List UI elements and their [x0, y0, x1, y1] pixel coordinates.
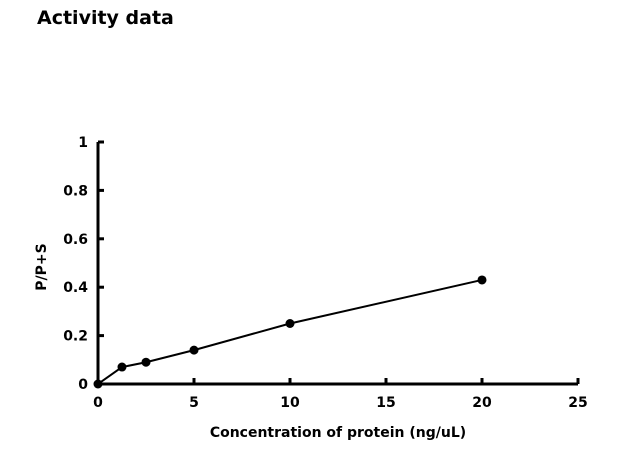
- y-axis-tick-label: 0: [78, 377, 88, 393]
- x-axis-title: Concentration of protein (ng/uL): [210, 425, 466, 441]
- x-axis-tick-label: 25: [568, 395, 587, 411]
- x-axis-tick-label: 20: [472, 395, 492, 411]
- x-axis-tick-label: 10: [280, 395, 300, 411]
- data-point: [141, 357, 151, 367]
- y-axis-tick-label: 0.6: [63, 232, 88, 248]
- y-axis-tick-label: 0.8: [63, 183, 88, 199]
- axis-lines: [96, 142, 578, 386]
- x-axis-tick-label: 15: [376, 395, 395, 411]
- y-axis-tick-label: 0.4: [63, 280, 88, 296]
- data-point: [285, 319, 295, 328]
- y-axis-tick-label: 0.2: [63, 329, 88, 345]
- x-axis-tick-label: 0: [93, 395, 103, 411]
- data-point: [477, 275, 487, 285]
- data-point: [93, 379, 103, 389]
- chart-title: Activity data: [37, 7, 174, 29]
- y-axis-tick-label: 1: [78, 135, 88, 151]
- x-axis-tick-label: 5: [189, 395, 199, 411]
- data-series-line: [97, 278, 483, 385]
- data-point: [189, 345, 199, 355]
- y-axis-title: P/P+S: [34, 243, 50, 290]
- data-point: [117, 362, 127, 372]
